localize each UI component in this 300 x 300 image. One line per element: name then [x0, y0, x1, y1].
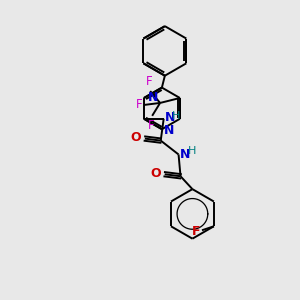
Text: F: F	[136, 98, 142, 111]
Text: H: H	[172, 111, 180, 121]
Text: N: N	[179, 148, 190, 161]
Text: F: F	[148, 119, 154, 132]
Text: N: N	[165, 111, 175, 124]
Text: O: O	[130, 131, 141, 144]
Text: O: O	[150, 167, 161, 180]
Text: F: F	[191, 225, 200, 238]
Text: N: N	[148, 92, 158, 104]
Text: N: N	[164, 124, 174, 137]
Text: F: F	[146, 75, 152, 88]
Text: H: H	[188, 146, 196, 157]
